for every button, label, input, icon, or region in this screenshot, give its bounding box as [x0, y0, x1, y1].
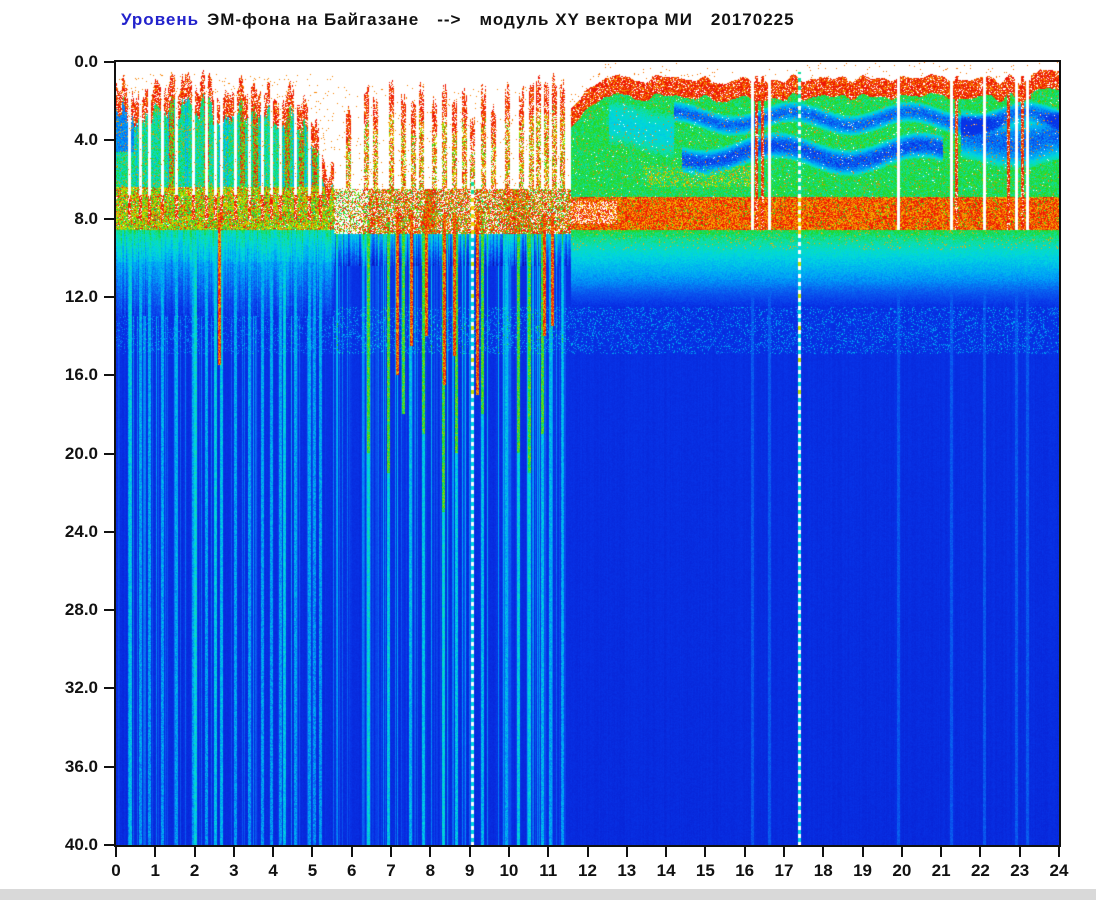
y-tick: [104, 530, 114, 533]
x-tick-label: 12: [578, 861, 597, 880]
x-tick-label: 24: [1049, 861, 1069, 880]
x-tick: [586, 847, 589, 857]
y-tick: [104, 844, 114, 846]
y-tick-label: 28.0: [64, 600, 98, 620]
y-tick: [104, 139, 114, 142]
title-segment-station: ЭМ-фона на Байгазане: [207, 10, 420, 29]
x-tick: [547, 847, 550, 857]
x-tick: [154, 847, 157, 857]
x-tick: [665, 847, 668, 857]
x-tick: [507, 847, 510, 857]
y-tick-label: 36.0: [64, 756, 98, 776]
x-tick-label: 1: [150, 861, 161, 880]
x-tick-label: 3: [229, 861, 239, 880]
y-tick-label: 24.0: [64, 521, 98, 541]
x-tick-label: 4: [268, 861, 278, 880]
x-tick-label: 11: [539, 861, 558, 880]
x-tick: [782, 847, 785, 857]
x-tick-label: 13: [617, 861, 637, 880]
x-tick: [272, 847, 275, 857]
x-tick: [625, 847, 628, 857]
x-tick-label: 15: [695, 861, 715, 880]
bottom-strip: [0, 889, 1096, 900]
y-tick: [104, 295, 114, 298]
x-tick-label: 9: [464, 861, 475, 880]
x-tick-label: 14: [656, 861, 676, 880]
x-tick-label: 8: [425, 861, 436, 880]
x-tick-label: 23: [1010, 861, 1030, 880]
x-tick: [1058, 847, 1060, 857]
x-tick: [940, 847, 943, 857]
x-tick: [429, 847, 432, 857]
title-date: 20170225: [710, 10, 795, 29]
y-tick-label: 16.0: [64, 365, 98, 385]
spectrogram-canvas: [116, 62, 1059, 845]
y-tick: [104, 765, 114, 768]
y-tick-label: 12.0: [64, 286, 98, 306]
x-tick-label: 21: [931, 861, 951, 880]
title-segment-module: модуль XY вектора МИ: [479, 10, 693, 29]
x-tick: [193, 847, 196, 857]
y-tick: [104, 217, 114, 220]
chart-title: Уровень ЭМ-фона на Байгазане --> модуль XY …: [121, 10, 795, 30]
x-tick: [979, 847, 982, 857]
x-tick: [822, 847, 825, 857]
x-tick-label: 7: [386, 861, 396, 880]
x-tick-label: 2: [189, 861, 200, 880]
y-tick: [104, 61, 114, 63]
y-tick-label: 40.0: [64, 835, 98, 854]
x-tick-label: 18: [813, 861, 833, 880]
x-tick-label: 20: [892, 861, 912, 880]
y-tick: [104, 452, 114, 455]
x-tick-label: 19: [853, 861, 872, 880]
x-tick-label: 6: [347, 861, 357, 880]
x-tick: [743, 847, 746, 857]
y-tick: [104, 609, 114, 612]
x-tick: [468, 847, 471, 857]
y-tick: [104, 374, 114, 377]
y-tick-label: 20.0: [64, 443, 98, 463]
title-segment-level: Уровень: [121, 10, 200, 29]
plot-area: [114, 60, 1061, 847]
x-tick: [311, 847, 314, 857]
x-tick: [704, 847, 707, 857]
y-tick: [104, 687, 114, 690]
x-tick: [861, 847, 864, 857]
x-tick: [115, 847, 117, 857]
y-tick-label: 0.0: [74, 52, 98, 71]
x-tick: [232, 847, 235, 857]
x-tick-label: 0: [111, 861, 121, 880]
x-tick: [1018, 847, 1021, 857]
x-tick-label: 16: [735, 861, 755, 880]
x-tick: [900, 847, 903, 857]
x-tick: [350, 847, 353, 857]
x-tick-label: 10: [499, 861, 519, 880]
x-tick-label: 22: [970, 861, 990, 880]
y-tick-label: 8.0: [74, 208, 98, 228]
x-tick-label: 5: [307, 861, 318, 880]
y-tick-label: 4.0: [74, 130, 98, 150]
x-tick: [390, 847, 393, 857]
x-tick-label: 17: [774, 861, 794, 880]
title-arrow: -->: [437, 10, 462, 29]
y-tick-label: 32.0: [64, 678, 98, 698]
